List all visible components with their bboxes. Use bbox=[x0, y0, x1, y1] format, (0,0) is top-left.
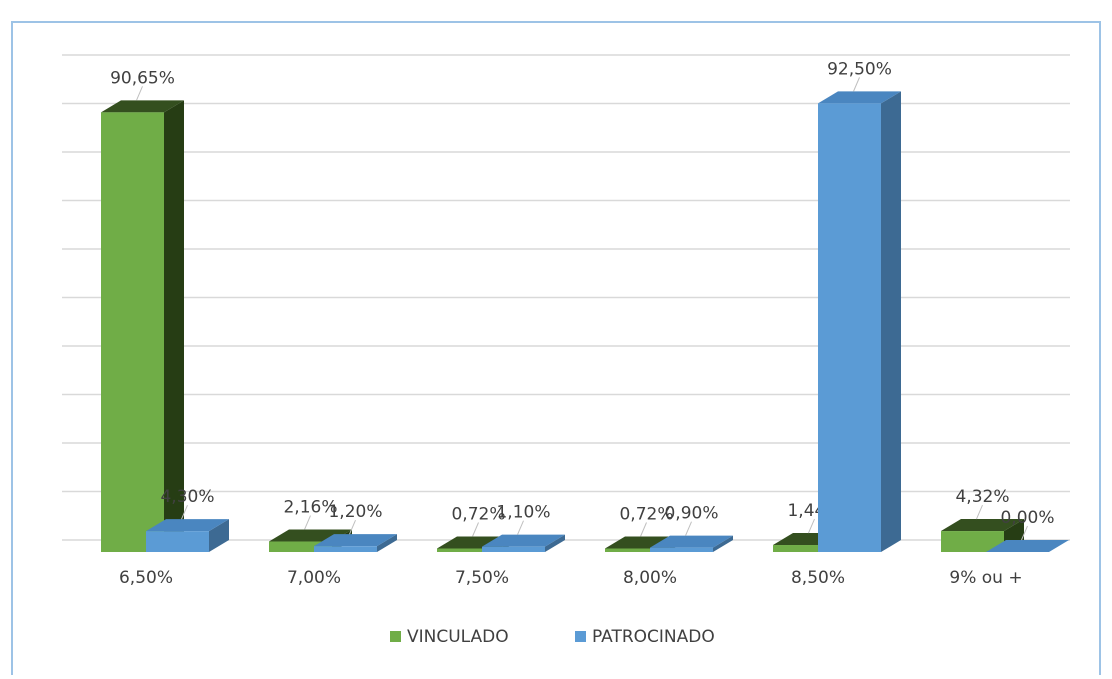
data-label: 2,16% bbox=[283, 498, 337, 518]
bar bbox=[101, 112, 164, 552]
data-label: 0,72% bbox=[451, 505, 505, 525]
bar bbox=[146, 531, 209, 552]
bar-side bbox=[713, 535, 733, 552]
bar bbox=[818, 103, 881, 552]
label-leader bbox=[349, 519, 356, 535]
label-leader bbox=[853, 77, 860, 92]
bar bbox=[269, 541, 332, 552]
bar-side bbox=[209, 519, 229, 552]
bar-side bbox=[377, 534, 397, 552]
legend-swatch bbox=[390, 631, 401, 642]
label-leader bbox=[517, 520, 524, 535]
label-leader bbox=[685, 521, 692, 536]
legend-label: PATROCINADO bbox=[592, 627, 715, 647]
data-label: 92,50% bbox=[827, 59, 892, 79]
bar bbox=[773, 545, 836, 552]
data-label: 0,00% bbox=[1000, 508, 1054, 528]
label-leader bbox=[976, 504, 983, 520]
x-tick-label: 6,50% bbox=[119, 568, 173, 588]
bar-top bbox=[101, 100, 184, 113]
label-leader bbox=[472, 522, 479, 537]
bar-side bbox=[545, 534, 565, 552]
bar-top bbox=[482, 534, 565, 547]
data-label: 4,30% bbox=[160, 487, 214, 507]
bar bbox=[314, 546, 377, 552]
bar-top bbox=[818, 91, 901, 104]
chart-frame bbox=[11, 21, 1101, 679]
bar-top bbox=[986, 540, 1069, 552]
label-leader bbox=[1021, 525, 1028, 541]
bar-top bbox=[146, 519, 229, 532]
bar bbox=[437, 548, 500, 552]
data-label: 0,72% bbox=[619, 505, 673, 525]
x-tick-label: 9% ou + bbox=[949, 568, 1022, 588]
data-label: 4,32% bbox=[955, 487, 1009, 507]
bar bbox=[482, 546, 545, 552]
data-label: 1,20% bbox=[328, 502, 382, 522]
bar bbox=[941, 531, 1004, 552]
legend-swatch bbox=[575, 631, 586, 642]
bar-top bbox=[650, 535, 733, 548]
bar-side bbox=[164, 100, 184, 552]
label-leader bbox=[181, 504, 188, 520]
data-label: 90,65% bbox=[110, 68, 175, 88]
data-label: 0,90% bbox=[664, 504, 718, 524]
x-tick-label: 7,00% bbox=[287, 568, 341, 588]
label-leader bbox=[808, 518, 815, 534]
bar bbox=[650, 547, 713, 552]
x-tick-label: 7,50% bbox=[455, 568, 509, 588]
x-tick-label: 8,00% bbox=[623, 568, 677, 588]
label-leader bbox=[136, 86, 143, 101]
legend-label: VINCULADO bbox=[407, 627, 509, 647]
label-leader bbox=[640, 522, 647, 537]
x-tick-label: 8,50% bbox=[791, 568, 845, 588]
bar bbox=[605, 548, 668, 552]
data-label: 1,10% bbox=[496, 503, 550, 523]
bar-top bbox=[941, 519, 1024, 532]
bar-top bbox=[314, 534, 397, 547]
label-leader bbox=[304, 515, 311, 530]
bar-side bbox=[881, 91, 901, 552]
